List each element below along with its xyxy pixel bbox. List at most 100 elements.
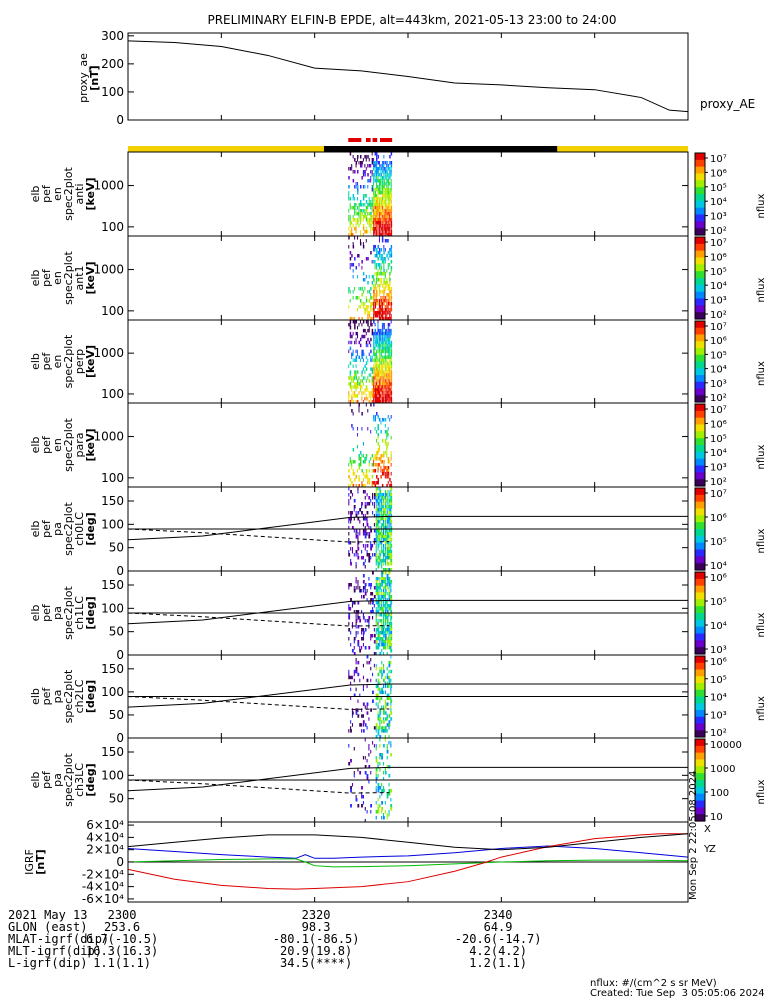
colorbar-segment: [695, 527, 705, 530]
spectrogram-cell: [364, 756, 366, 760]
spectrogram-cell: [359, 508, 362, 512]
spectrogram-cell: [376, 287, 378, 291]
spectrogram-cell: [350, 759, 352, 763]
spectrogram-cell: [383, 179, 385, 183]
spectrogram-cell: [380, 343, 382, 348]
spectrogram-cell: [386, 619, 389, 623]
spectrogram-cell: [364, 397, 366, 401]
spectrogram-cell: [359, 230, 361, 234]
spectrogram-cell: [368, 158, 370, 162]
spectrogram-cell: [378, 278, 380, 282]
spectrogram-cell: [378, 227, 380, 231]
spectrogram-cell: [377, 687, 380, 692]
spectrogram-cell: [376, 299, 378, 303]
spectrogram-cell: [381, 197, 383, 201]
spectrogram-cell: [386, 188, 388, 192]
y-tick-label: 0: [116, 564, 124, 578]
spectrogram-cell: [390, 391, 393, 395]
spectrogram-cell: [386, 281, 388, 285]
spectrogram-cell: [377, 314, 379, 318]
spectrogram-cell: [384, 637, 387, 641]
spectrogram-cell: [371, 388, 374, 392]
anti-loss-cone-line: [127, 612, 390, 627]
spectrogram-cell: [375, 726, 377, 730]
y-axis-label: proxy_ae: [77, 53, 90, 103]
spectrogram-cell: [380, 269, 382, 273]
spectrogram-cell: [390, 254, 393, 258]
spectrogram-cell: [373, 161, 375, 165]
spectrogram-cell: [375, 619, 377, 623]
spectrogram-cell: [368, 391, 371, 395]
spectrogram-cell: [364, 619, 366, 623]
colorbar-segment: [695, 182, 705, 185]
spectrogram-cell: [380, 257, 382, 261]
spectrogram-cell: [373, 493, 376, 497]
colorbar-segment: [695, 810, 705, 814]
spectrogram-cell: [387, 385, 390, 389]
spectrogram-cell: [382, 505, 385, 509]
spectrogram-cell: [381, 493, 383, 497]
spectrogram-cell: [383, 173, 385, 177]
colorbar-tick-label: 10²: [710, 226, 727, 237]
spectrogram-cell: [352, 379, 355, 383]
y-axis-label: en: [51, 187, 64, 201]
spectrogram-cell: [375, 759, 378, 763]
spectrogram-cell: [373, 628, 375, 632]
spectrogram-cell: [374, 358, 377, 362]
colorbar-segment: [695, 715, 705, 718]
spectrogram-cell: [364, 723, 367, 727]
spectrogram-cell: [374, 194, 377, 198]
spectrogram-cell: [384, 523, 386, 527]
spectrogram-cell: [378, 203, 380, 207]
spectrogram-cell: [381, 816, 383, 820]
spectrogram-cell: [390, 702, 392, 706]
colorbar-segment: [695, 353, 705, 356]
spectrogram-cell: [381, 801, 383, 805]
spectrogram-cell: [368, 526, 370, 530]
spectrogram-cell: [382, 678, 385, 683]
spectrogram-cell: [377, 415, 379, 419]
y-tick-label: 1000: [93, 430, 124, 444]
colorbar-segment: [695, 764, 705, 767]
spectrogram-cell: [352, 296, 354, 300]
spectrogram-cell: [389, 191, 391, 195]
colorbar-segment: [695, 597, 705, 600]
y-tick-label: 100: [101, 304, 124, 318]
spectrogram-cell: [364, 559, 366, 563]
spectrogram-cell: [348, 613, 351, 617]
spectrogram-cell: [377, 373, 379, 377]
spectrogram-cell: [375, 631, 377, 635]
spectrogram-cell: [370, 499, 372, 503]
spectrogram-cell: [390, 415, 392, 419]
spectrogram-cell: [374, 376, 376, 380]
igrf-y-line: [127, 858, 689, 868]
spectrogram-cell: [384, 640, 386, 644]
spectrogram-cell: [365, 200, 368, 204]
spectrogram-cell: [359, 212, 361, 216]
spectrogram-cell: [365, 457, 367, 461]
spectrogram-cell: [370, 592, 373, 596]
colorbar-segment: [695, 583, 705, 587]
spectrogram-cell: [359, 693, 361, 697]
spectrogram-cell: [375, 646, 378, 650]
spectrogram-cell: [382, 705, 385, 709]
spectrogram-cell: [377, 340, 379, 345]
colorbar-segment: [695, 429, 705, 432]
spectrogram-cell: [355, 610, 358, 614]
spectrogram-cell: [389, 248, 391, 252]
spectrogram-cell: [368, 311, 371, 315]
spectrogram-cell: [353, 678, 355, 683]
spectrogram-cell: [361, 349, 363, 354]
spectrogram-cell: [383, 161, 385, 165]
spectrogram-cell: [358, 161, 360, 165]
spectrogram-cell: [377, 565, 380, 569]
spectrogram-cell: [390, 637, 393, 641]
spectrogram-cell: [386, 164, 388, 168]
spectrogram-cell: [377, 463, 379, 467]
colorbar-label: nflux: [756, 277, 767, 302]
colorbar-label: nflux: [756, 193, 767, 218]
colorbar-segment: [695, 329, 705, 332]
spectrogram-cell: [359, 203, 362, 207]
colorbar-segment: [695, 515, 705, 518]
spectrogram-cell: [370, 358, 372, 362]
